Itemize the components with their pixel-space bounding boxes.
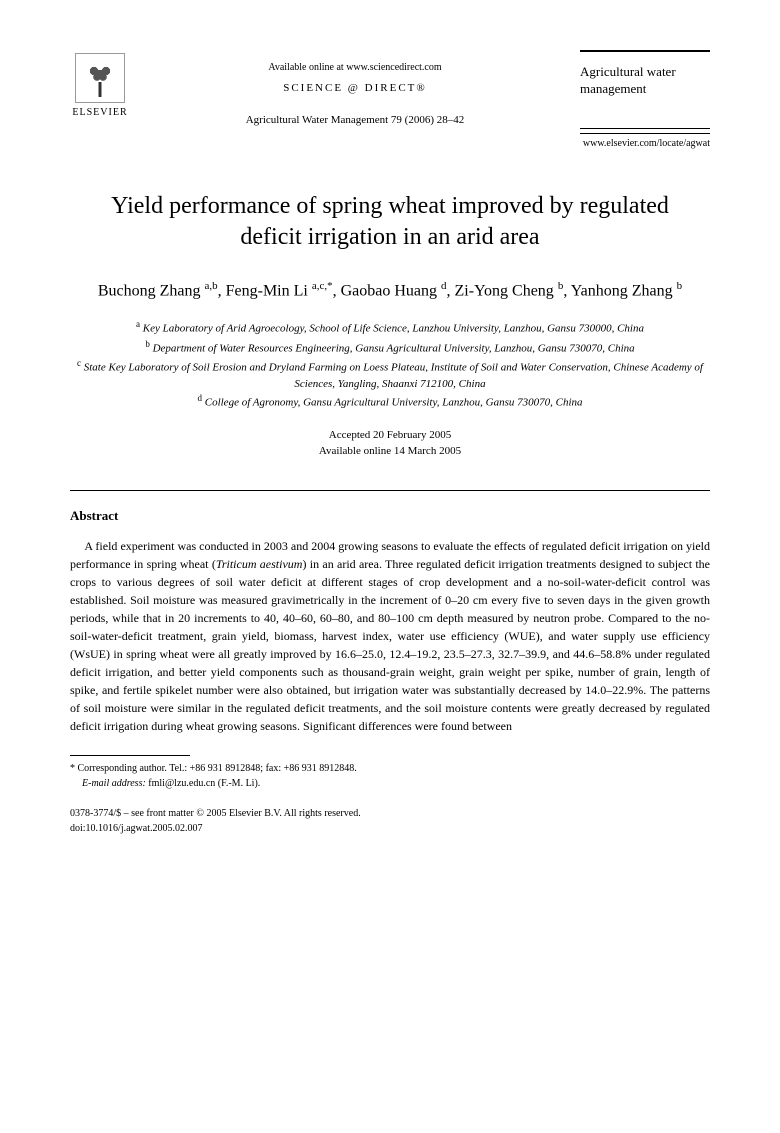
header-center: Available online at www.sciencedirect.co… [130, 50, 580, 128]
science-direct-logo: SCIENCE @ DIRECT® [130, 80, 580, 97]
corresponding-author-footnote: * Corresponding author. Tel.: +86 931 89… [70, 761, 710, 791]
affiliation-line: a Key Laboratory of Arid Agroecology, Sc… [70, 318, 710, 337]
email-value: fmli@lzu.edu.cn (F.-M. Li). [148, 778, 260, 789]
journal-title: Agricultural water management [580, 64, 710, 98]
journal-url: www.elsevier.com/locate/agwat [580, 133, 710, 151]
article-dates: Accepted 20 February 2005 Available onli… [70, 427, 710, 460]
email-label: E-mail address: [82, 778, 146, 789]
available-online-date: Available online 14 March 2005 [70, 443, 710, 460]
doi-line: doi:10.1016/j.agwat.2005.02.007 [70, 821, 710, 836]
section-divider [70, 490, 710, 491]
authors-line: Buchong Zhang a,b, Feng-Min Li a,c,*, Ga… [70, 278, 710, 303]
accepted-date: Accepted 20 February 2005 [70, 427, 710, 444]
abstract-heading: Abstract [70, 506, 710, 526]
article-title: Yield performance of spring wheat improv… [90, 191, 690, 253]
affiliation-line: b Department of Water Resources Engineer… [70, 338, 710, 357]
journal-title-box: Agricultural water management [580, 50, 710, 129]
corresponding-author-contact: * Corresponding author. Tel.: +86 931 89… [70, 761, 710, 776]
publisher-logo: ELSEVIER [70, 50, 130, 120]
affiliation-line: c State Key Laboratory of Soil Erosion a… [70, 357, 710, 393]
journal-citation: Agricultural Water Management 79 (2006) … [130, 112, 580, 129]
footnote-divider [70, 755, 190, 756]
page-header: ELSEVIER Available online at www.science… [70, 50, 710, 151]
abstract-text: A field experiment was conducted in 2003… [70, 537, 710, 735]
corresponding-author-email: E-mail address: fmli@lzu.edu.cn (F.-M. L… [70, 776, 710, 791]
header-right: Agricultural water management www.elsevi… [580, 50, 710, 151]
publisher-name: ELSEVIER [72, 105, 127, 120]
available-online-text: Available online at www.sciencedirect.co… [130, 60, 580, 75]
affiliation-line: d College of Agronomy, Gansu Agricultura… [70, 392, 710, 411]
copyright-line: 0378-3774/$ – see front matter © 2005 El… [70, 806, 710, 821]
elsevier-tree-icon [75, 53, 125, 103]
affiliations: a Key Laboratory of Arid Agroecology, Sc… [70, 318, 710, 411]
